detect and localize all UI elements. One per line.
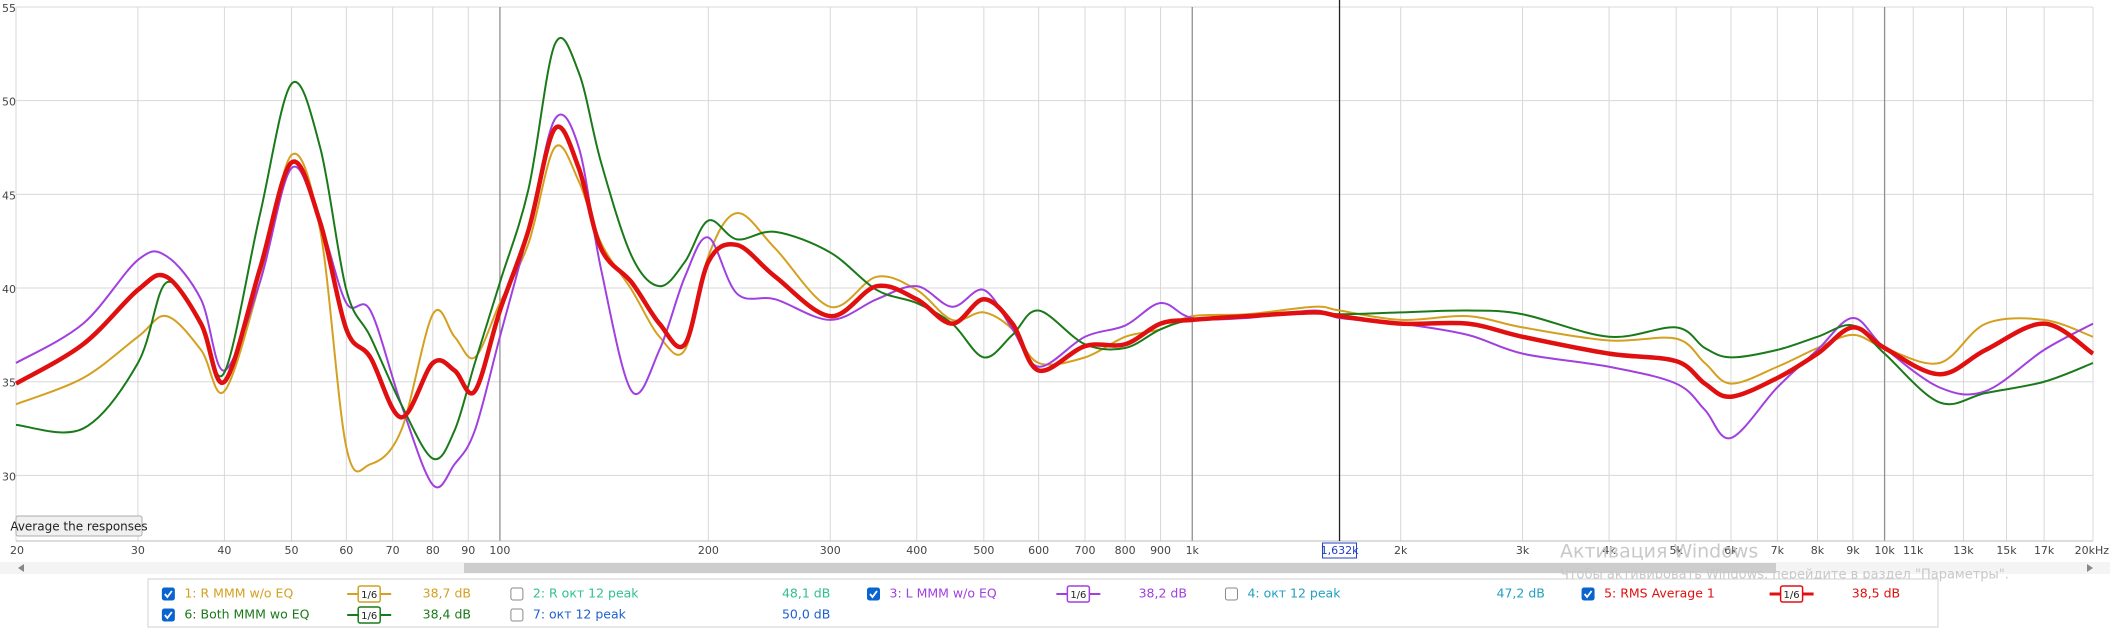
x-tick-label: 80: [426, 544, 440, 557]
x-tick-label: 30: [131, 544, 145, 557]
x-tick-label: 40: [217, 544, 231, 557]
scrollbar-thumb[interactable]: [464, 563, 1776, 573]
legend-checkmark[interactable]: [1583, 590, 1593, 599]
legend-checkmark[interactable]: [164, 590, 173, 599]
x-tick-label: 7k: [1771, 544, 1785, 557]
response-curve: [15, 36, 2094, 461]
x-tick-label: 6k: [1724, 544, 1738, 557]
response-curve: [15, 144, 2094, 473]
y-tick-label: 50: [2, 96, 16, 109]
legend-checkbox[interactable]: [510, 587, 524, 601]
x-tick-label: 400: [906, 544, 927, 557]
x-tick-label: 100: [489, 544, 510, 557]
response-curve: [14, 124, 2095, 420]
legend-checkbox[interactable]: [161, 608, 175, 622]
y-tick-label: 45: [2, 189, 16, 202]
legend-smoothing[interactable]: 1/6: [1784, 590, 1800, 601]
y-tick-label: 55: [2, 2, 16, 15]
watermark-title: Активация Windows: [1560, 541, 1758, 563]
axis-labels: 30 35 40 45 50 55 20 30 40 50 60 70 80 90 100 200 300 400…: [2, 2, 2110, 559]
x-tick-label: 800: [1115, 544, 1136, 557]
legend-name: 2: R окт 12 peak: [533, 586, 639, 601]
x-tick-label: 10k: [1874, 544, 1895, 557]
x-tick-label: 500: [973, 544, 994, 557]
x-tick-label: 900: [1150, 544, 1171, 557]
cursor-label-box: [1322, 542, 1358, 559]
y-tick-label: 30: [2, 470, 16, 483]
x-tick-label: 70: [386, 544, 400, 557]
x-tick-label: 4k: [1602, 544, 1616, 557]
legend-level: 47,2 dB: [1497, 586, 1545, 601]
legend-checkbox[interactable]: [1224, 587, 1238, 601]
average-button-label[interactable]: Average the responses: [10, 520, 147, 534]
legend-level: 50,0 dB: [782, 607, 830, 622]
legend-smoothing-box[interactable]: [1066, 585, 1091, 603]
y-tick-label: 40: [2, 283, 16, 296]
legend-smoothing[interactable]: 1/6: [361, 611, 377, 622]
legend-smoothing-box[interactable]: [357, 585, 381, 603]
legend-level: 38,5 dB: [1852, 586, 1900, 601]
x-tick-label: 15k: [1996, 544, 2017, 557]
legend-name: 3: L MMM w/o EQ: [890, 586, 997, 601]
x-tick-label: 200: [698, 544, 719, 557]
grid: [15, 0, 2094, 542]
legend-checkbox[interactable]: [161, 587, 175, 601]
legend-checkbox[interactable]: [510, 608, 524, 622]
legend: 1: R MMM w/o EQ 1/6 38,7 dB 2: R окт 12 pea…: [161, 585, 1900, 624]
x-tick-label: 9k: [1846, 544, 1860, 557]
legend-checkbox[interactable]: [1581, 587, 1595, 601]
legend-smoothing-box[interactable]: [1779, 585, 1804, 603]
x-tick-label: 3k: [1516, 544, 1530, 557]
x-tick-label: 20kHz: [2075, 544, 2110, 557]
x-tick-label: 600: [1028, 544, 1049, 557]
legend-smoothing-box[interactable]: [357, 606, 381, 624]
legend-name: 5: RMS Average 1: [1604, 586, 1715, 601]
legend-level: 38,7 dB: [423, 586, 471, 601]
legend-checkmark[interactable]: [164, 611, 173, 620]
cursor-label: 1,632k: [1321, 544, 1359, 557]
scroll-right[interactable]: [2087, 564, 2093, 572]
legend-smoothing[interactable]: 1/6: [361, 590, 377, 601]
x-tick-label: 11k: [1903, 544, 1924, 557]
x-tick-label: 5k: [1669, 544, 1683, 557]
legend-checkmark[interactable]: [869, 590, 878, 599]
average-button[interactable]: [15, 515, 143, 537]
x-tick-label: 8k: [1811, 544, 1825, 557]
legend-smoothing[interactable]: 1/6: [1070, 590, 1086, 601]
x-tick-label: 1k: [1186, 544, 1200, 557]
x-tick-label: 60: [339, 544, 353, 557]
legend-level: 38,4 dB: [423, 607, 471, 622]
legend-level: 38,2 dB: [1139, 586, 1187, 601]
legend-name: 7: окт 12 peak: [533, 607, 627, 622]
legend-name: 1: R MMM w/o EQ: [184, 586, 293, 601]
legend-name: 6: Both MMM wo EQ: [184, 607, 309, 622]
x-tick-label: 20: [10, 544, 24, 557]
x-tick-label: 90: [461, 544, 475, 557]
y-tick-label: 35: [2, 377, 16, 390]
legend-level: 48,1 dB: [782, 586, 830, 601]
x-tick-label: 13k: [1953, 544, 1974, 557]
x-tick-label: 50: [285, 544, 299, 557]
legend-checkbox[interactable]: [867, 587, 881, 601]
x-tick-label: 300: [820, 544, 841, 557]
legend-name: 4: окт 12 peak: [1247, 586, 1341, 601]
scroll-left[interactable]: [18, 564, 24, 572]
legend-panel: [147, 578, 1939, 628]
x-tick-label: 700: [1075, 544, 1096, 557]
curves: [14, 36, 2095, 489]
x-tick-label: 2k: [1394, 544, 1408, 557]
x-tick-label: 17k: [2034, 544, 2055, 557]
